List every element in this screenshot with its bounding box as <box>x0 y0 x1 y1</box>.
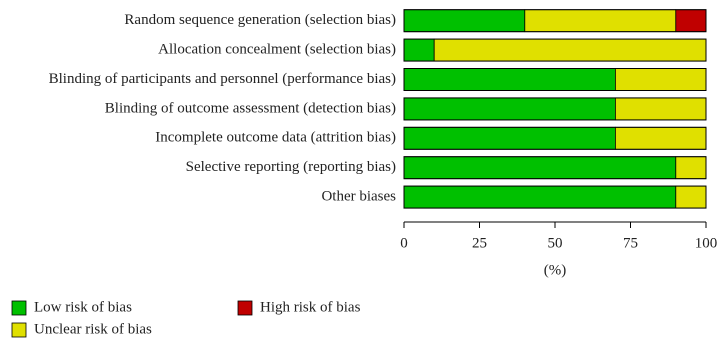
legend-label: Unclear risk of bias <box>34 321 152 337</box>
x-axis-label: (%) <box>544 262 567 278</box>
bar-segment <box>675 156 707 180</box>
bar-segment <box>403 185 677 209</box>
bar-segment <box>615 97 707 121</box>
legend-label: Low risk of bias <box>34 299 132 315</box>
category-label: Allocation concealment (selection bias) <box>158 42 396 58</box>
x-tick-label: 75 <box>623 235 638 251</box>
bar-segment <box>524 9 677 33</box>
bar-outline <box>403 68 707 91</box>
x-tick-label: 100 <box>695 235 718 251</box>
x-tick-label: 25 <box>472 235 487 251</box>
bar-segment <box>403 156 677 180</box>
category-label: Selective reporting (reporting bias) <box>186 159 396 175</box>
bar-outline <box>403 156 707 180</box>
bar-outline <box>403 185 707 209</box>
bar-segment <box>403 126 616 150</box>
bar-segment <box>403 9 526 33</box>
bar-segment <box>615 68 707 91</box>
x-tick-label: 50 <box>548 235 563 251</box>
bar-segment <box>403 68 616 91</box>
bar-segment <box>403 38 435 62</box>
bar-outline <box>403 97 707 121</box>
category-label: Other biases <box>321 189 396 205</box>
category-label: Incomplete outcome data (attrition bias) <box>155 130 396 146</box>
bar-segment <box>675 185 707 209</box>
legend-swatch <box>237 300 253 316</box>
bar-outline <box>403 9 707 33</box>
category-label: Random sequence generation (selection bi… <box>124 12 396 28</box>
bar-outline <box>403 38 707 62</box>
bar-segment <box>403 97 616 121</box>
category-label: Blinding of participants and personnel (… <box>49 71 396 87</box>
x-tick-label: 0 <box>400 235 408 251</box>
legend-swatch <box>11 322 27 338</box>
bar-segment <box>675 9 707 33</box>
bar-segment <box>433 38 707 62</box>
category-label: Blinding of outcome assessment (detectio… <box>105 100 396 116</box>
bar-outline <box>403 126 707 150</box>
legend-swatch <box>11 300 27 316</box>
bar-segment <box>615 126 707 150</box>
legend-label: High risk of bias <box>260 299 361 315</box>
